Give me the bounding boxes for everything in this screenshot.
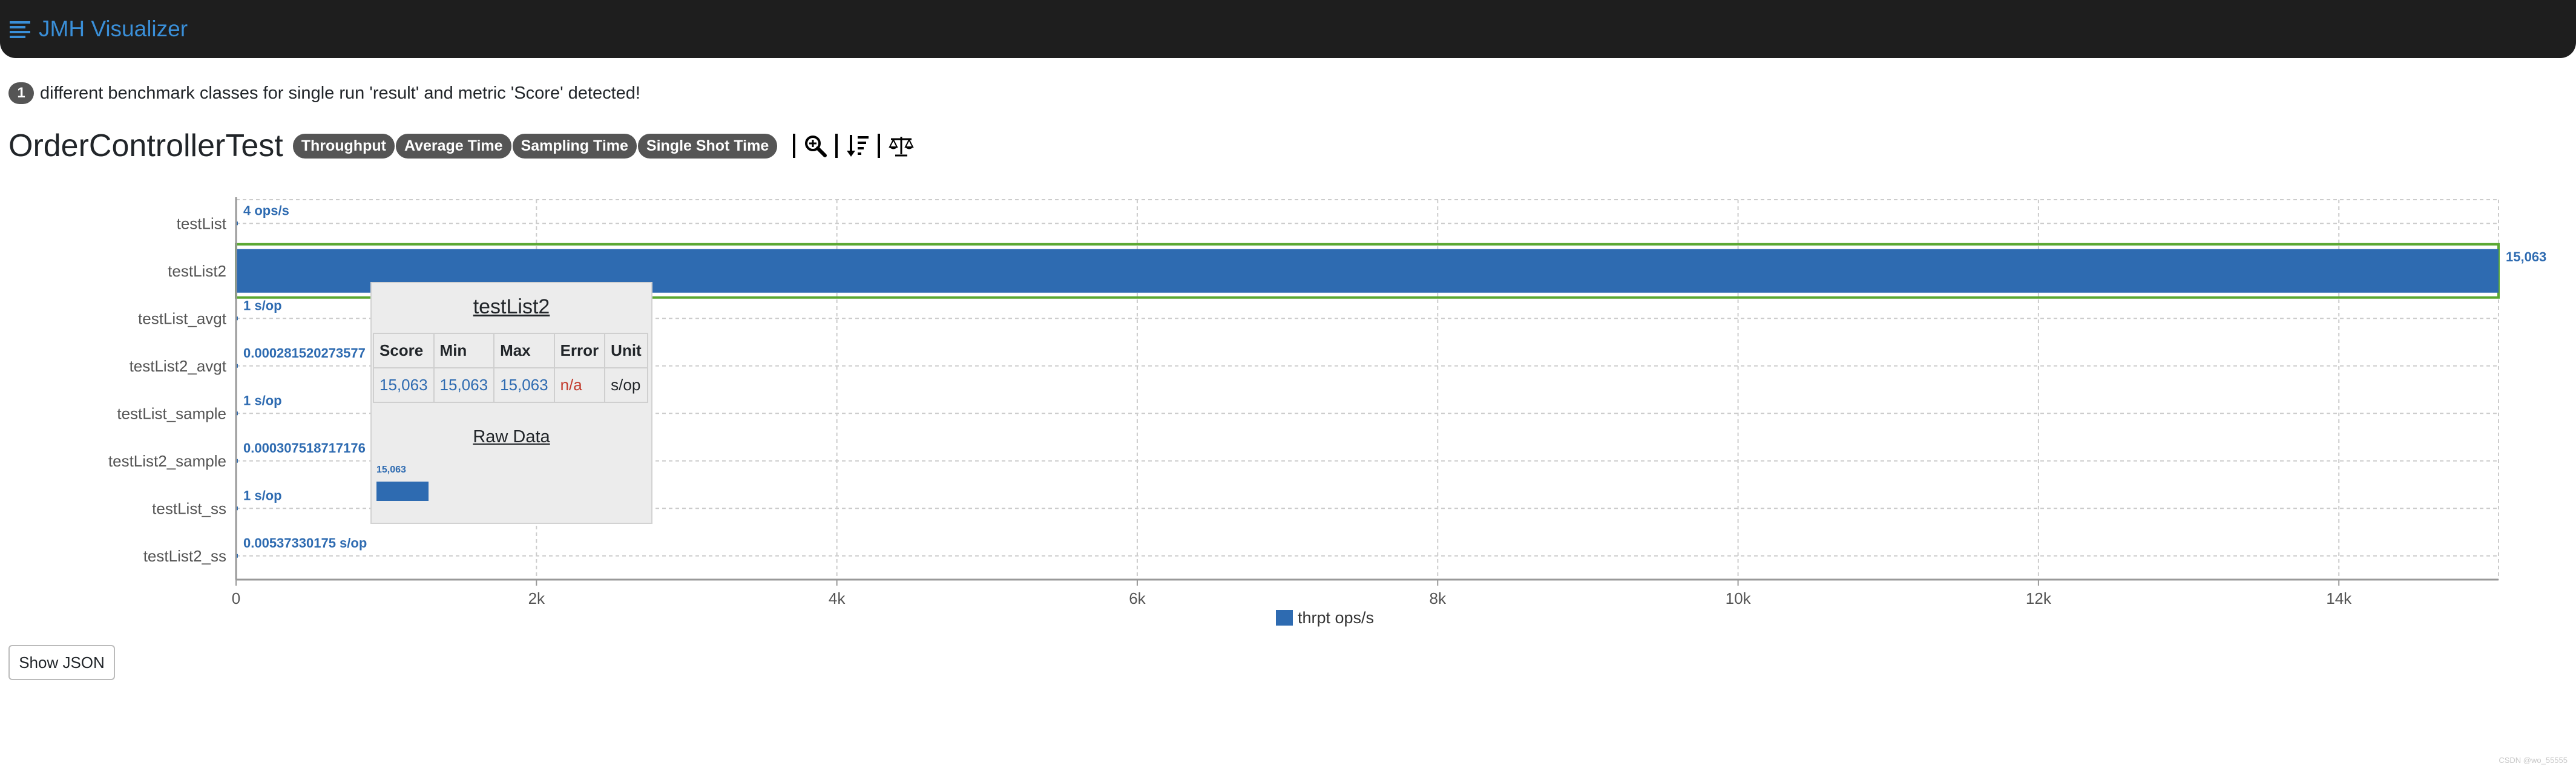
tool-divider [878,134,881,158]
benchmark-title: OrderControllerTest [8,128,283,163]
y-tick-label: testList_avgt [138,309,227,327]
y-tick-label: testList2 [168,262,226,280]
app-title: JMH Visualizer [39,16,188,41]
error-cell: n/a [553,367,606,403]
zoom-in-icon[interactable] [804,134,827,157]
y-tick-label: testList2_avgt [130,357,227,375]
column-header: Error [553,333,606,368]
raw-data-chart: 15,063 [376,465,429,501]
x-tick-label: 14k [2326,589,2352,607]
y-tick-label: testList [177,214,227,232]
raw-data-bar [376,482,429,501]
table-header-row: Score Min Max Error Unit [373,333,648,368]
bar-value-label: 4 ops/s [243,203,289,218]
chart-labels: 4 ops/s 15,063 1 s/op 0.000281520273577 1 s/… [243,203,2546,551]
detection-message: different benchmark classes for single r… [40,83,640,103]
column-header: Min [433,333,495,368]
unit-cell: s/op [604,367,648,403]
bar-value-label: 1 s/op [243,488,282,503]
benchmark-header: OrderControllerTest Throughput Average T… [8,125,914,167]
y-tick-label: testList2_ss [143,547,226,565]
list-menu-icon [10,20,30,38]
tooltip-stats-table: Score Min Max Error Unit 15,063 15,063 1… [373,333,648,403]
bar-value-label: 1 s/op [243,298,282,313]
max-cell: 15,063 [493,367,555,403]
x-tick-label: 12k [2026,589,2052,607]
show-json-button[interactable]: Show JSON [8,645,115,680]
detection-info: 1 different benchmark classes for single… [8,82,640,104]
chart-tools [784,134,914,158]
mode-badge-sampling-time[interactable]: Sampling Time [512,133,637,159]
column-header: Score [373,333,435,368]
y-tick-label: testList_sample [117,404,226,422]
score-cell: 15,063 [373,367,435,403]
x-tick-label: 4k [829,589,846,607]
column-header: Max [493,333,555,368]
bar-tooltip: testList2 Score Min Max Error Unit 15,06… [370,282,652,524]
watermark-text: CSDN @wo_55555 [2499,756,2568,765]
legend-label: thrpt ops/s [1298,609,1374,627]
column-header: Unit [604,333,648,368]
balance-scale-icon[interactable] [889,135,914,157]
x-tick-label: 2k [528,589,545,607]
sort-icon[interactable] [846,134,869,158]
tool-divider [835,134,838,158]
mode-badge-single-shot-time[interactable]: Single Shot Time [637,133,778,159]
chart-axes: 0 2k 4k 6k 8k 10k 12k 14ktestListtestList2testL… [108,197,2499,607]
legend-swatch [1276,610,1293,626]
bar-value-label: 0.000307518717176 [243,440,366,456]
x-tick-label: 8k [1430,589,1447,607]
min-cell: 15,063 [433,367,495,403]
x-tick-label: 0 [232,589,240,607]
y-tick-label: testList2_sample [108,452,226,470]
bar-value-label: 0.000281520273577 [243,345,366,361]
tool-divider [793,134,796,158]
chart-legend: thrpt ops/s [1276,609,1374,627]
raw-data-title: Raw Data [473,427,550,447]
y-tick-label: testList_ss [152,499,226,517]
bar-value-label: 0.00537330175 s/op [243,535,367,551]
bar-value-label: 1 s/op [243,393,282,408]
tooltip-title: testList2 [473,295,550,318]
count-badge: 1 [8,82,34,104]
bar-value-label: 15,063 [2506,249,2546,264]
x-tick-label: 6k [1129,589,1146,607]
table-row: 15,063 15,063 15,063 n/a s/op [373,367,648,403]
mode-badge-throughput[interactable]: Throughput [292,133,395,159]
app-brand-link[interactable]: JMH Visualizer [10,16,188,42]
x-tick-label: 10k [1726,589,1752,607]
mode-badge-average-time[interactable]: Average Time [395,133,511,159]
raw-data-label: 15,063 [376,465,406,475]
top-navbar: JMH Visualizer [0,0,2576,58]
